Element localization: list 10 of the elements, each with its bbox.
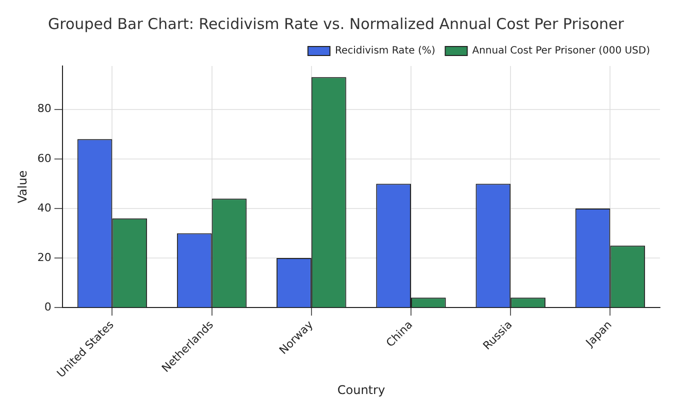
x-axis-title: Country (337, 382, 386, 397)
y-tick-label: 20 (37, 250, 52, 264)
legend-label: Recidivism Rate (%) (334, 46, 436, 57)
y-tick-label: 40 (37, 201, 52, 214)
y-axis-title: Value (15, 170, 30, 204)
legend-label: Annual Cost Per Prisoner (000 USD) (472, 46, 650, 57)
chart-title: Grouped Bar Chart: Recidivism Rate vs. Normalized Annual Cost Per Prisoner (48, 14, 625, 33)
y-tick-label: 80 (37, 102, 52, 116)
y-tick-label: 0 (44, 300, 52, 314)
y-tick-label: 60 (37, 152, 52, 165)
